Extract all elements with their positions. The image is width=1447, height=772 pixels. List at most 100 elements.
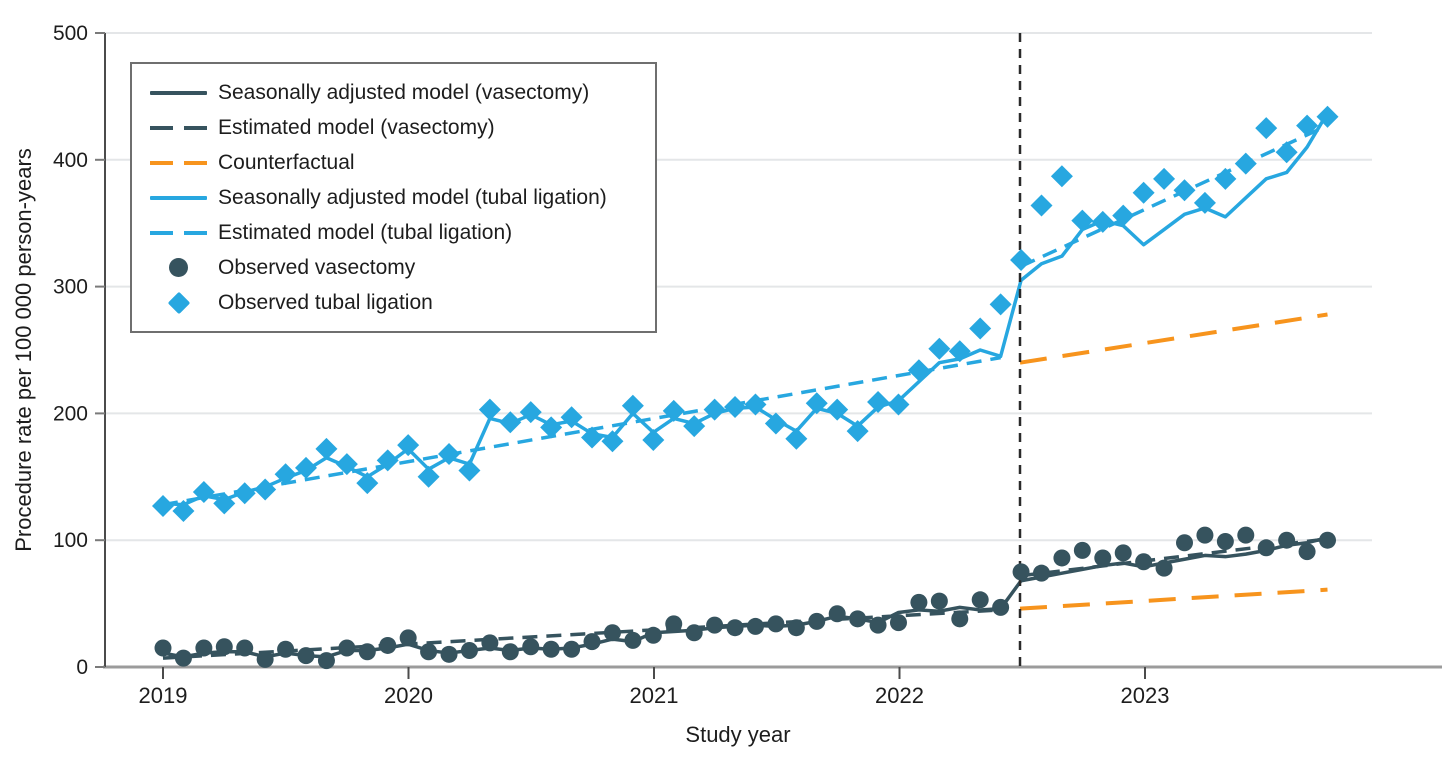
estimated-tubal-line-pre <box>162 355 1001 507</box>
observed-tubal-marker <box>1296 114 1319 137</box>
x-tick-label: 2022 <box>875 683 924 708</box>
observed-vasectomy-marker <box>1278 531 1296 549</box>
observed-vasectomy-marker <box>338 639 356 657</box>
observed-tubal-marker <box>581 426 604 449</box>
observed-vasectomy-marker <box>787 619 805 637</box>
observed-vasectomy-marker <box>1094 549 1112 567</box>
observed-tubal-marker <box>315 437 338 460</box>
observed-tubal-marker <box>1316 105 1339 128</box>
circle-icon <box>169 258 188 277</box>
legend-swatch-line-solid <box>150 195 207 200</box>
observed-vasectomy-marker <box>1196 526 1214 544</box>
x-tick-label: 2023 <box>1121 683 1170 708</box>
observed-tubal-marker <box>1071 209 1094 232</box>
legend-item: Estimated model (tubal ligation) <box>150 215 637 250</box>
observed-vasectomy-marker <box>992 598 1010 616</box>
observed-tubal-marker <box>1255 117 1278 140</box>
observed-tubal-marker <box>1275 141 1298 164</box>
observed-vasectomy-marker <box>1298 543 1316 561</box>
observed-vasectomy-marker <box>746 617 764 635</box>
legend-item-label: Counterfactual <box>218 150 355 174</box>
counterfactual-vasectomy-line <box>1019 587 1328 611</box>
observed-tubal-marker <box>1132 181 1155 204</box>
line-dashed-icon <box>150 125 207 130</box>
observed-vasectomy-marker <box>624 631 642 649</box>
observed-tubal-marker <box>1173 179 1196 202</box>
observed-tubal-marker <box>1010 248 1033 271</box>
observed-vasectomy-marker <box>174 649 192 667</box>
observed-vasectomy-marker <box>849 610 867 628</box>
observed-vasectomy-marker <box>1257 539 1275 557</box>
observed-tubal-marker <box>989 293 1012 316</box>
legend-item-label: Estimated model (vasectomy) <box>218 115 495 139</box>
observed-vasectomy-marker <box>215 638 233 656</box>
observed-tubal-marker <box>560 406 583 429</box>
observed-vasectomy-marker <box>644 626 662 644</box>
observed-vasectomy-marker <box>685 624 703 642</box>
observed-vasectomy-marker <box>236 639 254 657</box>
observed-tubal-marker <box>478 398 501 421</box>
observed-vasectomy-marker <box>603 624 621 642</box>
observed-tubal-marker <box>1214 167 1237 190</box>
x-tick-label: 2020 <box>384 683 433 708</box>
observed-tubal-marker <box>703 398 726 421</box>
observed-vasectomy-marker <box>1053 549 1071 567</box>
observed-tubal-marker <box>764 412 787 435</box>
legend-item-label: Estimated model (tubal ligation) <box>218 220 513 244</box>
observed-tubal-marker <box>642 429 665 452</box>
observed-tubal-marker <box>928 337 951 360</box>
legend-swatch-diamond <box>150 291 207 314</box>
observed-vasectomy-marker <box>154 639 172 657</box>
observed-tubal-marker <box>662 399 685 422</box>
observed-vasectomy-marker <box>542 640 560 658</box>
observed-tubal-marker <box>1153 167 1176 190</box>
legend-item-label: Seasonally adjusted model (vasectomy) <box>218 80 590 104</box>
observed-tubal-marker <box>519 401 542 424</box>
observed-tubal-marker <box>376 449 399 472</box>
legend: Seasonally adjusted model (vasectomy) Est… <box>130 62 657 333</box>
observed-vasectomy-marker <box>297 647 315 665</box>
observed-tubal-marker <box>724 396 747 419</box>
observed-vasectomy-marker <box>1073 541 1091 559</box>
observed-tubal-marker <box>152 494 174 517</box>
legend-swatch-line-dashed <box>150 160 207 165</box>
observed-vasectomy-marker <box>256 650 274 668</box>
legend-item: Seasonally adjusted model (tubal ligatio… <box>150 180 637 215</box>
observed-tubal-marker <box>499 411 522 434</box>
observed-tubal-marker <box>1091 210 1114 233</box>
y-tick-label: 200 <box>53 402 88 425</box>
line-dashed-icon <box>150 230 207 235</box>
observed-vasectomy-marker <box>1155 559 1173 577</box>
observed-vasectomy-marker <box>420 643 438 661</box>
observed-vasectomy-marker <box>930 592 948 610</box>
diamond-icon <box>167 291 190 314</box>
observed-tubal-marker <box>274 463 297 486</box>
seasonal-vasectomy-line <box>162 535 1328 659</box>
observed-vasectomy-marker <box>460 642 478 660</box>
observed-tubal-marker <box>785 427 808 450</box>
line-dashed-icon <box>150 160 207 165</box>
observed-tubal-marker <box>233 482 256 505</box>
observed-vasectomy-marker <box>889 614 907 632</box>
legend-item: Observed tubal ligation <box>150 285 637 320</box>
observed-tubal-marker <box>397 434 420 457</box>
observed-tubal-marker <box>867 390 890 413</box>
observed-vasectomy-marker <box>1135 553 1153 571</box>
observed-tubal-marker <box>192 481 215 504</box>
legend-swatch-line-dashed <box>150 125 207 130</box>
x-axis-label: Study year <box>685 722 791 747</box>
observed-tubal-marker <box>621 394 644 417</box>
observed-vasectomy-marker <box>481 634 499 652</box>
observed-tubal-marker <box>254 478 277 501</box>
observed-tubal-marker <box>540 416 563 439</box>
observed-vasectomy-marker <box>1319 531 1337 549</box>
counterfactual-tubal-line <box>1019 312 1328 365</box>
observed-tubal-marker <box>846 420 869 443</box>
observed-vasectomy-marker <box>195 639 213 657</box>
observed-vasectomy-marker <box>869 616 887 634</box>
line-solid-icon <box>150 195 207 200</box>
observed-vasectomy-marker <box>910 593 928 611</box>
x-tick-label: 2019 <box>139 683 188 708</box>
observed-tubal-marker <box>805 392 828 415</box>
observed-vasectomy-marker <box>563 640 581 658</box>
